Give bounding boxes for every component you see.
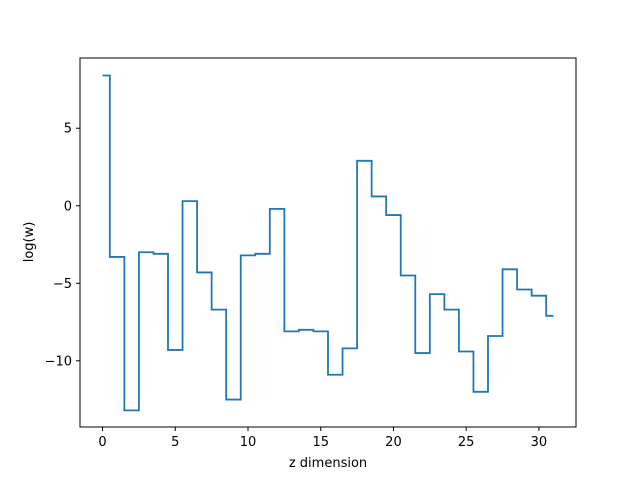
y-tick-label: 0 [64,199,72,214]
plot-frame [79,57,577,428]
x-tick-label: 0 [98,435,106,450]
x-tick-label: 20 [385,435,402,450]
y-axis-label: log(w) [22,222,37,263]
y-tick-label: −10 [45,354,72,369]
x-axis-ticks: 0 5 10 15 20 25 30 [98,427,547,450]
series-line-0 [102,74,554,412]
x-axis-label: z dimension [289,456,367,471]
x-tick-label: 5 [171,435,179,450]
y-tick-label: −5 [53,277,72,292]
y-tick-label: 5 [64,122,72,137]
plot-layer [102,74,554,412]
x-tick-label: 25 [458,435,475,450]
x-tick-label: 30 [531,435,548,450]
y-axis-ticks: −10 −5 0 5 [45,122,80,369]
x-tick-label: 10 [240,435,257,450]
x-tick-label: 15 [312,435,329,450]
